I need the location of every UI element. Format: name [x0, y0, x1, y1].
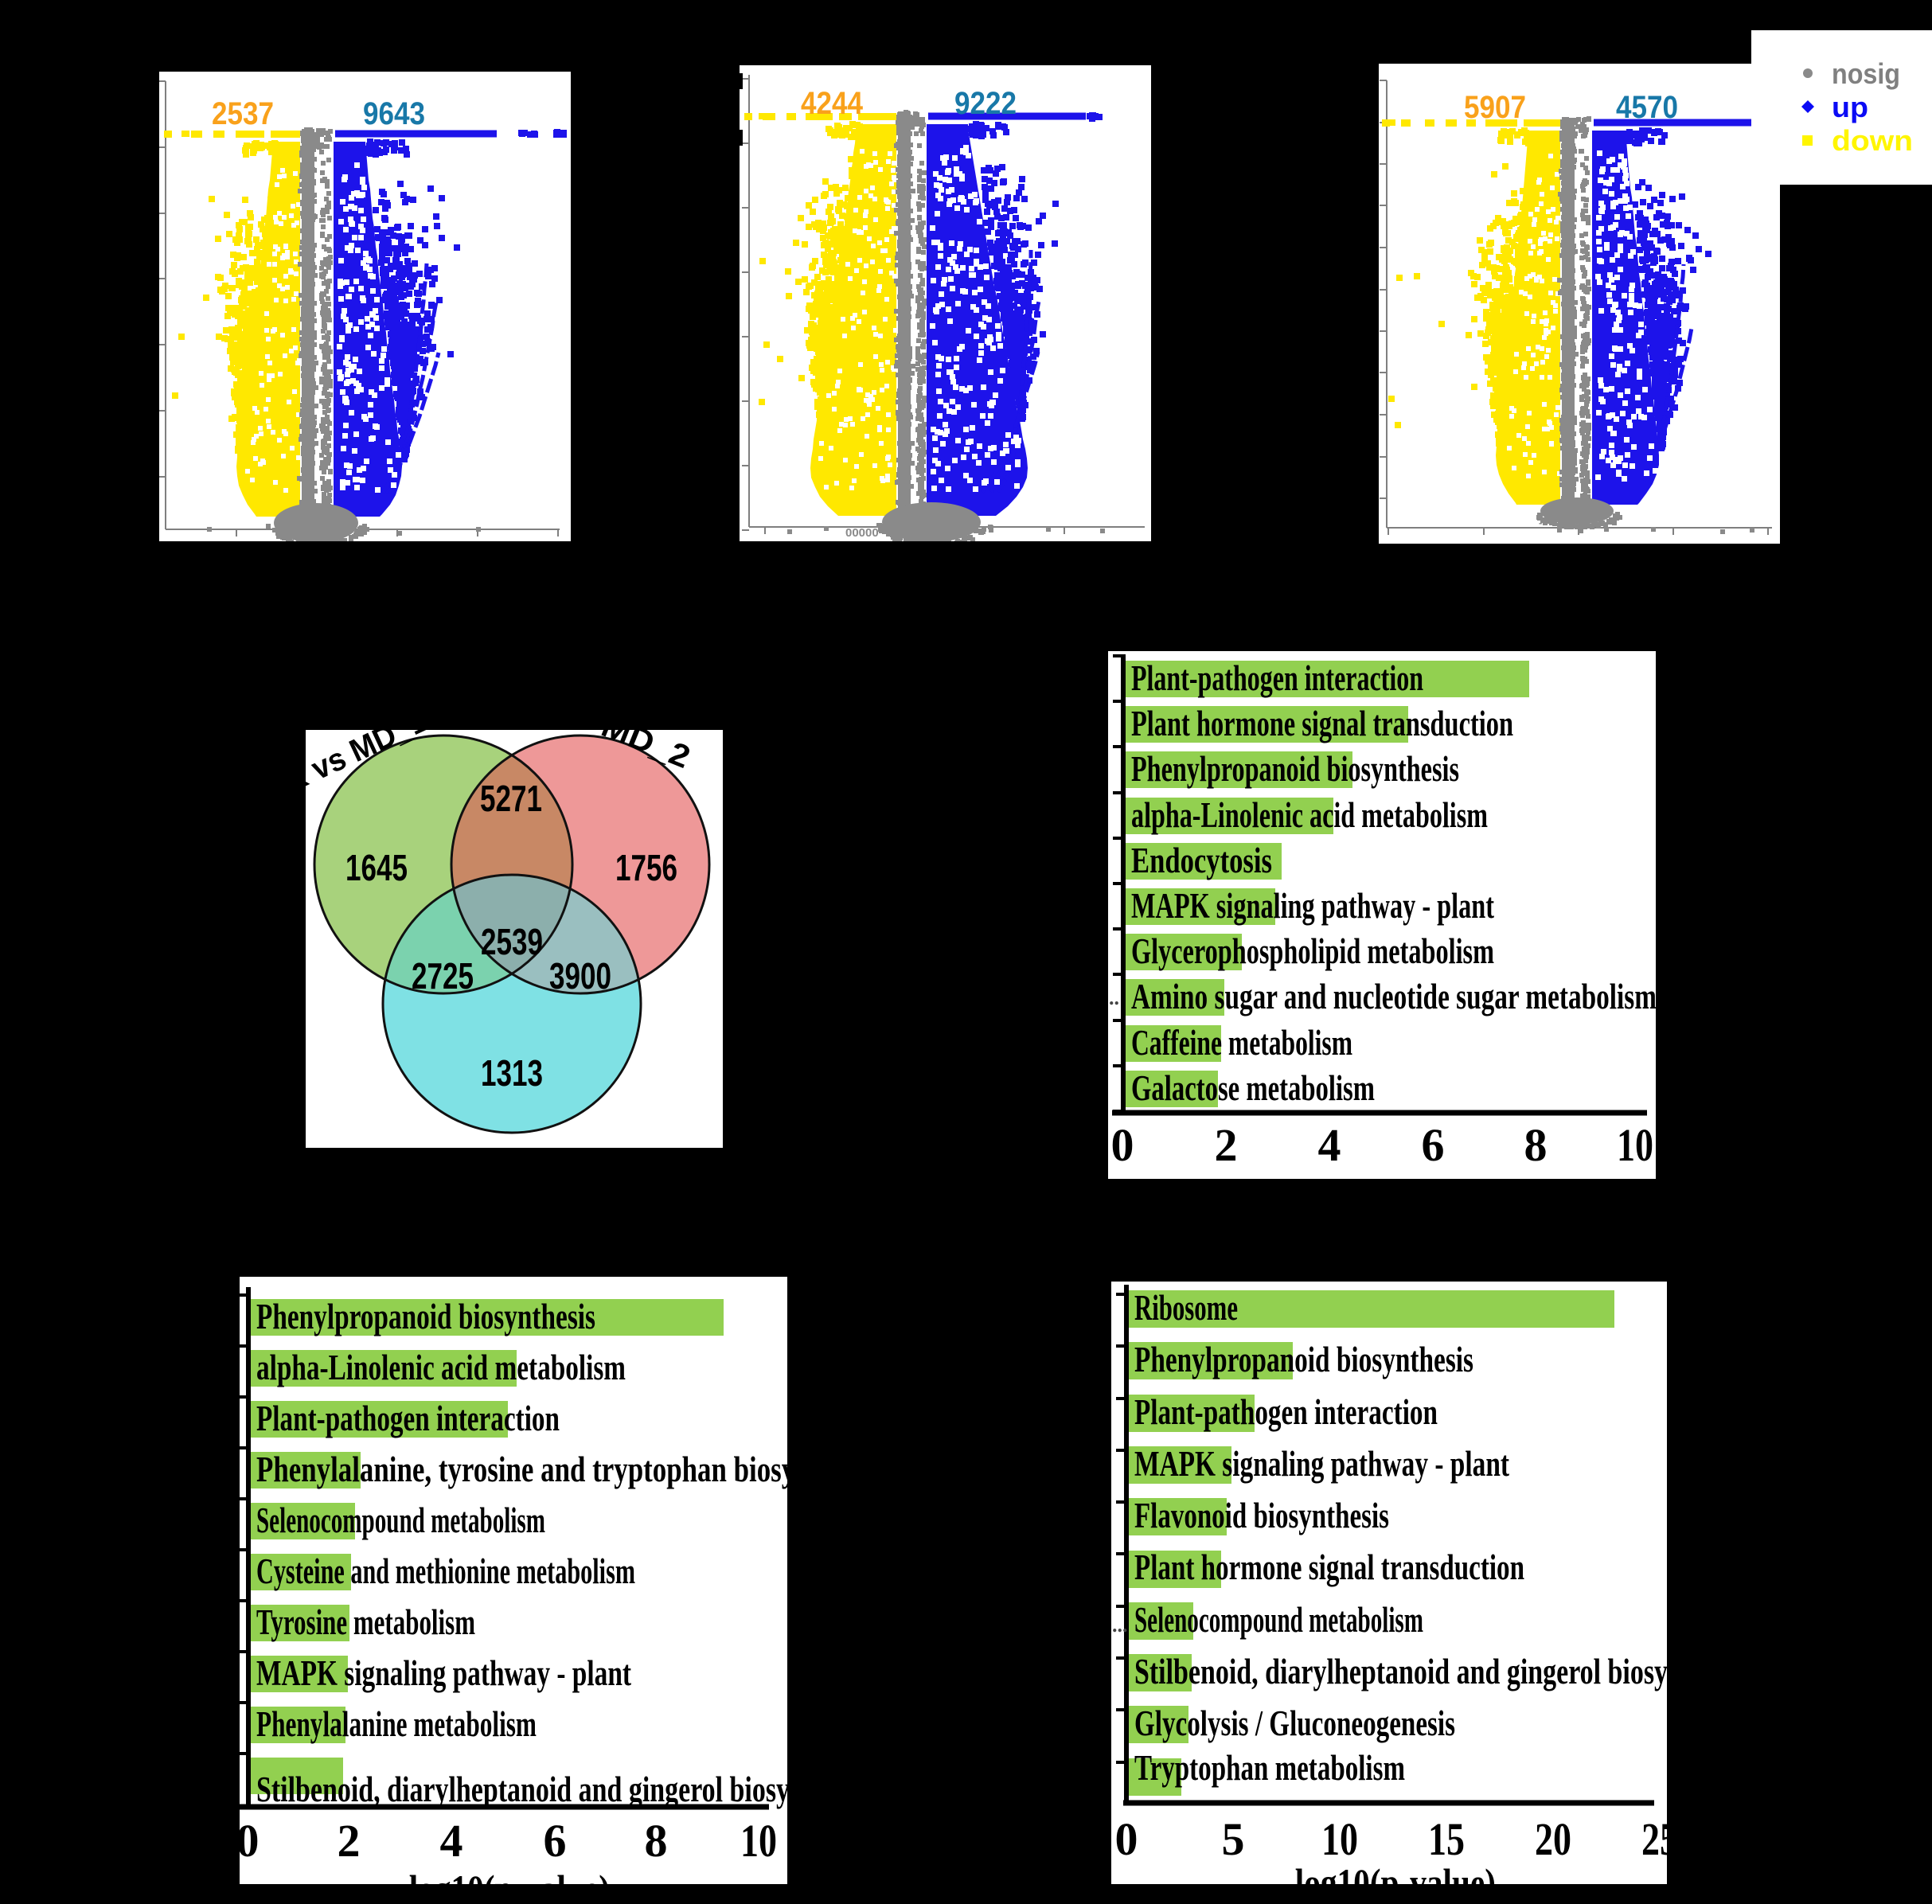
svg-text:Plant-pathogen interaction: Plant-pathogen interaction [1131, 658, 1423, 698]
svg-text:Stilbenoid, diarylheptanoid an: Stilbenoid, diarylheptanoid and gingerol… [1134, 1652, 1747, 1691]
svg-text:00000: 00000 [845, 526, 879, 540]
svg-text:Glycerophospholipid metabolism: Glycerophospholipid metabolism [1131, 931, 1494, 971]
svg-text:3900: 3900 [549, 955, 611, 997]
svg-text:Cysteine and methionine metabo: Cysteine and methionine metabolism [256, 1551, 635, 1591]
svg-text:0: 0 [1115, 1813, 1138, 1865]
svg-text:-log10(p-value): -log10(p-value) [1284, 1860, 1496, 1904]
svg-text:8: 8 [1524, 1119, 1548, 1171]
svg-text:25: 25 [1641, 1813, 1678, 1865]
svg-text:9222: 9222 [954, 86, 1017, 121]
svg-text:Selenocompound metabolism: Selenocompound metabolism [256, 1500, 545, 1540]
svg-text:alpha-Linolenic acid metabolis: alpha-Linolenic acid metabolism [1131, 795, 1488, 835]
svg-text:1756: 1756 [615, 847, 677, 888]
svg-text:Tryptophan metabolism: Tryptophan metabolism [1134, 1748, 1405, 1788]
svg-text:1645: 1645 [345, 847, 408, 888]
svg-text:-- ---: -- --- [1539, 517, 1559, 529]
svg-text:Tyrosine metabolism: Tyrosine metabolism [256, 1602, 475, 1642]
svg-text:MAPK signaling pathway - plant: MAPK signaling pathway - plant [256, 1653, 631, 1693]
svg-text:...: ... [1112, 1613, 1128, 1637]
svg-text:2725: 2725 [412, 955, 474, 997]
svg-text:10: 10 [1321, 1813, 1358, 1865]
svg-text:alpha-Linolenic acid metabolis: alpha-Linolenic acid metabolism [256, 1348, 626, 1387]
svg-text:2537: 2537 [212, 96, 274, 131]
svg-text:Phenylpropanoid biosynthesis: Phenylpropanoid biosynthesis [1134, 1340, 1473, 1379]
svg-text:Plant-pathogen interaction: Plant-pathogen interaction [256, 1399, 560, 1438]
svg-text:Ribosome: Ribosome [1134, 1288, 1238, 1328]
svg-text:4244: 4244 [801, 86, 864, 121]
svg-text:15: 15 [1428, 1813, 1465, 1865]
svg-text:6: 6 [1422, 1119, 1445, 1171]
svg-text:5907: 5907 [1464, 90, 1526, 125]
svg-text:0: 0 [236, 1815, 260, 1867]
svg-text:Endocytosis: Endocytosis [1131, 841, 1272, 880]
svg-text:Amino sugar and nucleotide sug: Amino sugar and nucleotide sugar metabol… [1131, 977, 1657, 1016]
svg-text:Selenocompound metabolism: Selenocompound metabolism [1134, 1600, 1423, 1640]
svg-text:up: up [1832, 91, 1868, 123]
svg-text:MAPK signaling pathway - plant: MAPK signaling pathway - plant [1134, 1444, 1509, 1484]
svg-text:Plant hormone signal transduct: Plant hormone signal transduction [1131, 704, 1513, 743]
svg-text:4: 4 [440, 1815, 463, 1867]
svg-text:Phenylpropanoid biosynthesis: Phenylpropanoid biosynthesis [1131, 749, 1459, 789]
svg-text:MAPK signaling pathway - plant: MAPK signaling pathway - plant [1131, 886, 1494, 926]
svg-text:Galactose metabolism: Galactose metabolism [1131, 1068, 1375, 1108]
svg-text:2539: 2539 [481, 921, 543, 962]
svg-text:Phenylalanine, tyrosine and tr: Phenylalanine, tyrosine and tryptophan b… [256, 1449, 877, 1489]
svg-text:Glycolysis / Gluconeogenesis: Glycolysis / Gluconeogenesis [1134, 1703, 1455, 1743]
svg-text:Plant hormone signal transduct: Plant hormone signal transduction [1134, 1547, 1524, 1587]
svg-text:10: 10 [740, 1815, 777, 1867]
svg-text:Caffeine metabolism: Caffeine metabolism [1131, 1023, 1352, 1063]
svg-text:9643: 9643 [363, 96, 425, 131]
svg-text:5: 5 [1222, 1813, 1245, 1865]
svg-text:20: 20 [1535, 1813, 1571, 1865]
svg-text:down: down [1832, 124, 1913, 157]
svg-text:8: 8 [645, 1815, 668, 1867]
svg-text:Flavonoid biosynthesis: Flavonoid biosynthesis [1134, 1496, 1389, 1535]
svg-text:5271: 5271 [480, 778, 542, 819]
svg-text:6: 6 [544, 1815, 567, 1867]
svg-text:4570: 4570 [1616, 90, 1678, 125]
svg-text:1313: 1313 [481, 1052, 543, 1094]
svg-text:-log10(p-value): -log10(p-value) [398, 1867, 610, 1904]
svg-text:..: .. [1109, 986, 1119, 1009]
svg-text:10: 10 [1617, 1119, 1653, 1171]
svg-text:nosig: nosig [1832, 57, 1900, 90]
svg-text:2: 2 [1215, 1119, 1238, 1171]
svg-text:4: 4 [1318, 1119, 1341, 1171]
svg-text:Phenylalanine metabolism: Phenylalanine metabolism [256, 1704, 537, 1744]
svg-text:0: 0 [1111, 1119, 1134, 1171]
svg-text:2: 2 [338, 1815, 361, 1867]
svg-text:Phenylpropanoid biosynthesis: Phenylpropanoid biosynthesis [256, 1297, 595, 1336]
svg-text:Plant-pathogen interaction: Plant-pathogen interaction [1134, 1392, 1438, 1432]
svg-text:Stilbenoid, diarylheptanoid an: Stilbenoid, diarylheptanoid and gingerol… [256, 1769, 869, 1809]
